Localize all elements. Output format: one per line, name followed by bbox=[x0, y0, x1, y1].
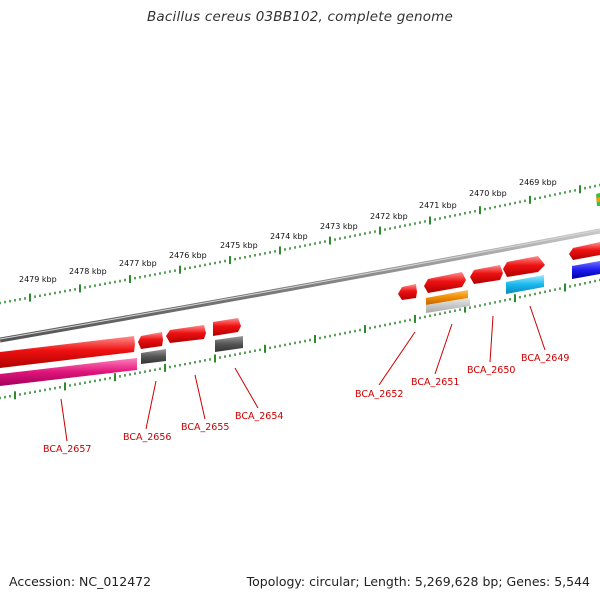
scale-label-2471: 2471 kbp bbox=[419, 201, 457, 210]
scale-labels: 2479 kbp 2478 kbp 2477 kbp 2476 kbp 2475… bbox=[19, 178, 557, 284]
scale-label-2469: 2469 kbp bbox=[519, 178, 557, 187]
footer-accession: Accession: NC_012472 bbox=[9, 574, 152, 589]
leader-bca-2655 bbox=[194, 374, 206, 420]
gene-block-red-2651 bbox=[424, 272, 466, 293]
gene-block-red-2654a bbox=[213, 318, 241, 336]
gene-bca-2657-forward bbox=[0, 336, 135, 368]
gene-label-bca-2656[interactable]: BCA_2656 bbox=[123, 432, 171, 443]
gene-bca-2654-grey bbox=[215, 336, 243, 352]
page-title: Bacillus cereus 03BB102, complete genome bbox=[146, 9, 454, 25]
leader-bca-2657 bbox=[60, 398, 68, 442]
gene-block-red-2650 bbox=[470, 265, 503, 284]
gene-block-red-2656a bbox=[138, 332, 163, 349]
scale-label-2472: 2472 kbp bbox=[370, 212, 408, 221]
inner-scale-track bbox=[0, 278, 600, 400]
leader-bca-2650 bbox=[489, 315, 494, 363]
gene-label-bca-2649[interactable]: BCA_2649 bbox=[521, 353, 569, 364]
gene-bca-2648-blue bbox=[572, 261, 600, 279]
scale-label-2479: 2479 kbp bbox=[19, 275, 57, 284]
gene-label-bca-2654[interactable]: BCA_2654 bbox=[235, 411, 283, 422]
gene-block-red-2652 bbox=[398, 284, 417, 300]
leader-bca-2656 bbox=[145, 380, 157, 430]
gene-block-red-2648 bbox=[569, 242, 600, 260]
gene-bca-2650-cyan bbox=[506, 275, 544, 294]
scale-label-2476: 2476 kbp bbox=[169, 251, 207, 260]
gene-label-bca-2652[interactable]: BCA_2652 bbox=[355, 389, 403, 400]
leader-bca-2652 bbox=[378, 331, 416, 386]
outer-scale-track bbox=[0, 183, 600, 305]
gene-edge-orange bbox=[596, 197, 600, 202]
gene-label-leaders bbox=[60, 305, 546, 442]
leader-bca-2654 bbox=[234, 367, 259, 409]
scale-label-2477: 2477 kbp bbox=[119, 259, 157, 268]
scale-label-2470: 2470 kbp bbox=[469, 189, 507, 198]
gene-block-red-2649 bbox=[503, 256, 545, 277]
gene-label-bca-2657[interactable]: BCA_2657 bbox=[43, 444, 91, 455]
gene-bca-2651-orange bbox=[426, 290, 468, 305]
gene-label-bca-2651[interactable]: BCA_2651 bbox=[411, 377, 459, 388]
leader-bca-2651 bbox=[434, 323, 453, 375]
gene-label-bca-2655[interactable]: BCA_2655 bbox=[181, 422, 229, 433]
footer-summary: Topology: circular; Length: 5,269,628 bp… bbox=[246, 574, 590, 589]
gene-label-bca-2650[interactable]: BCA_2650 bbox=[467, 365, 515, 376]
scale-label-2474: 2474 kbp bbox=[270, 232, 308, 241]
scale-label-2473: 2473 kbp bbox=[320, 222, 358, 231]
gene-bca-2651-lightgrey bbox=[426, 298, 470, 313]
scale-label-2478: 2478 kbp bbox=[69, 267, 107, 276]
genome-backbone bbox=[0, 228, 600, 343]
gene-labels: BCA_2657 BCA_2656 BCA_2655 BCA_2654 BCA_… bbox=[43, 353, 569, 455]
gene-block-red-2655a bbox=[166, 325, 206, 343]
forward-strand-genes bbox=[0, 242, 600, 368]
gene-bca-2656-grey bbox=[141, 349, 166, 364]
gene-bca-2657-magenta bbox=[0, 358, 137, 386]
leader-bca-2649 bbox=[529, 305, 546, 351]
scale-label-2475: 2475 kbp bbox=[220, 241, 258, 250]
secondary-track-genes bbox=[0, 193, 600, 386]
